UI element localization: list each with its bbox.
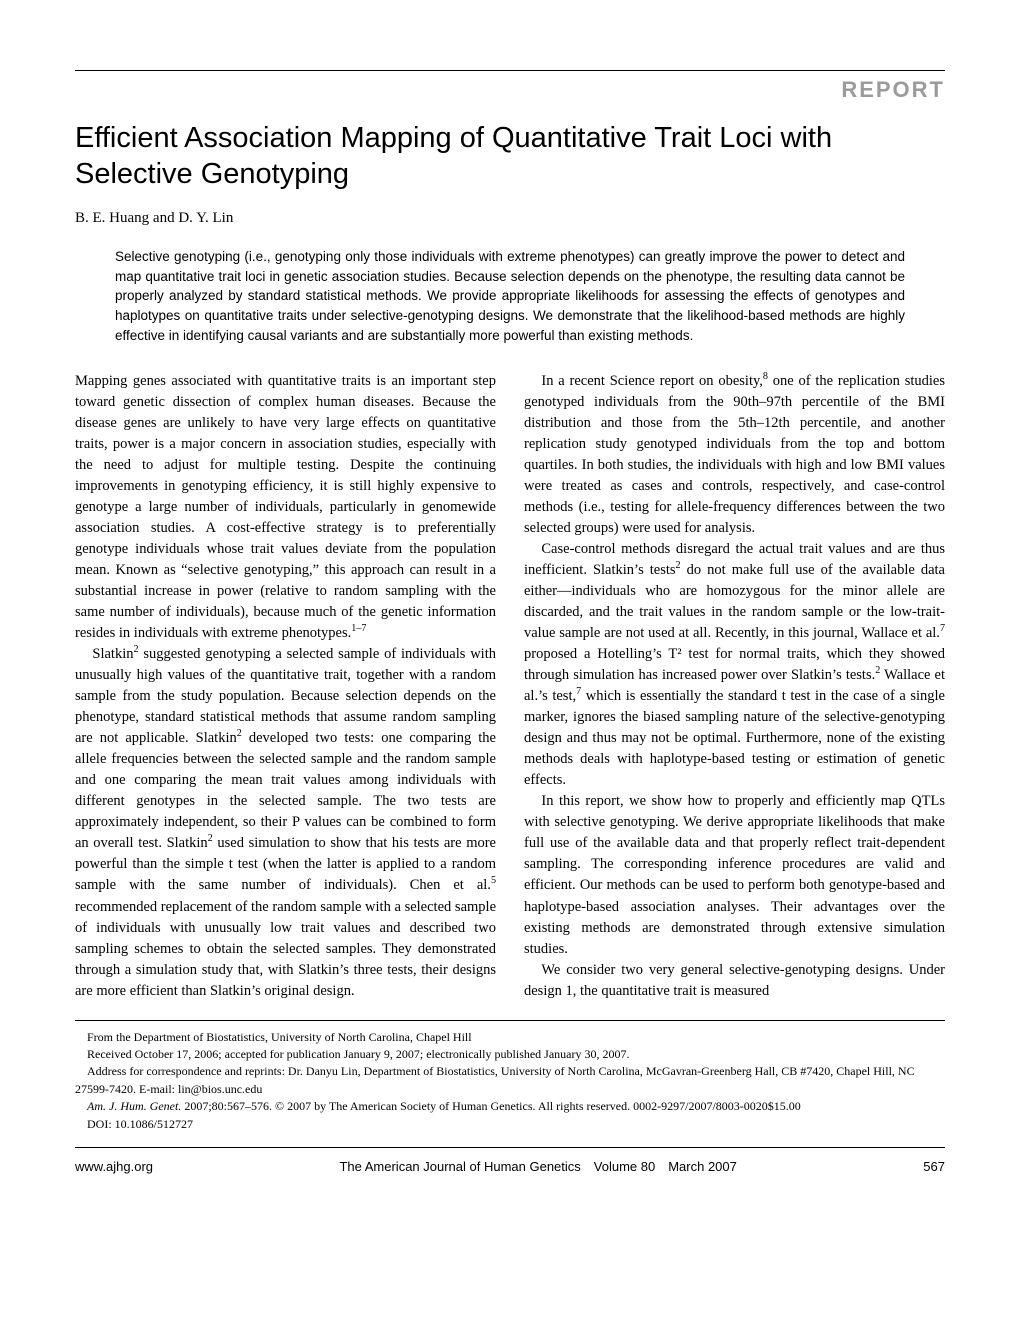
footnote-from: From the Department of Biostatistics, Un… [75, 1029, 945, 1046]
body-text: Mapping genes associated with quantitati… [75, 373, 496, 641]
footnote-received: Received October 17, 2006; accepted for … [75, 1046, 945, 1063]
authors: B. E. Huang and D. Y. Lin [75, 208, 945, 229]
body-text: recommended replacement of the random sa… [75, 899, 496, 999]
footnote-rule [75, 1020, 945, 1021]
citation-rest: 2007;80:567–576. © 2007 by The American … [181, 1099, 800, 1113]
article-title: Efficient Association Mapping of Quantit… [75, 120, 945, 193]
body-columns: Mapping genes associated with quantitati… [75, 371, 945, 1001]
citation-sup: 5 [491, 876, 496, 887]
citation-sup: 7 [940, 623, 945, 634]
citation-sup: 1–7 [351, 623, 366, 634]
body-text: which is essentially the standard t test… [524, 688, 945, 788]
body-paragraph: Case-control methods disregard the actua… [524, 539, 945, 791]
header-rule [75, 70, 945, 71]
section-label: REPORT [75, 75, 945, 106]
footnote-citation: Am. J. Hum. Genet. 2007;80:567–576. © 20… [75, 1098, 945, 1115]
footer-journal: The American Journal of Human Genetics V… [153, 1158, 923, 1176]
body-paragraph: We consider two very general selective-g… [524, 960, 945, 1002]
footnote-doi: DOI: 10.1086/512727 [75, 1116, 945, 1133]
body-paragraph: In a recent Science report on obesity,8 … [524, 371, 945, 539]
body-text: Slatkin [92, 646, 133, 662]
body-paragraph: Mapping genes associated with quantitati… [75, 371, 496, 644]
page-footer: www.ajhg.org The American Journal of Hum… [75, 1158, 945, 1176]
body-text: In a recent Science report on obesity, [541, 373, 763, 389]
journal-name: Am. J. Hum. Genet. [87, 1099, 181, 1113]
body-paragraph: Slatkin2 suggested genotyping a selected… [75, 644, 496, 1001]
bottom-rule [75, 1147, 945, 1148]
abstract: Selective genotyping (i.e., genotyping o… [115, 247, 905, 345]
footer-url: www.ajhg.org [75, 1158, 153, 1176]
body-text: developed two tests: one comparing the a… [75, 730, 496, 851]
body-text: one of the replication studies genotyped… [524, 373, 945, 536]
footer-page-number: 567 [923, 1158, 945, 1176]
body-paragraph: In this report, we show how to properly … [524, 791, 945, 959]
footnotes: From the Department of Biostatistics, Un… [75, 1029, 945, 1133]
footnote-address: Address for correspondence and reprints:… [75, 1063, 945, 1098]
